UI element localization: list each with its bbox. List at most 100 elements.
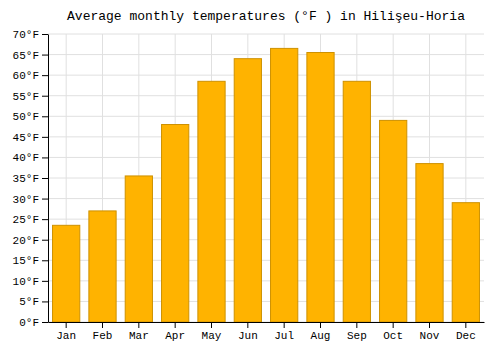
x-tick-label: Mar [129,330,149,342]
y-tick: 20°F [13,235,48,247]
bar [452,203,479,322]
x-tick-label: Dec [456,330,476,342]
x-tick-label: Jan [56,330,76,342]
x-tick-label: Nov [420,330,440,342]
y-axis-line [48,35,49,323]
y-tick-mark [42,55,48,56]
y-tick: 50°F [13,111,48,123]
y-tick-label: 60°F [13,70,39,82]
x-axis-line [49,322,485,323]
y-tick: 60°F [13,70,48,82]
y-tick-mark [42,116,48,117]
bar [380,120,407,322]
y-tick-label: 20°F [13,235,39,247]
chart: Jan Feb Mar Apr May Jun Jul Aug Sep Oct Nov Dec 0°F 5… [0,0,500,350]
y-tick: 0°F [19,317,48,329]
y-tick-mark [42,281,48,282]
grid-line [48,157,484,158]
grid-line [48,136,484,137]
x-tick: Jul [274,322,294,342]
x-tick-mark [465,322,466,328]
y-tick-label: 55°F [13,91,39,103]
bar [198,81,225,322]
y-tick: 15°F [13,255,48,267]
y-tick-mark [42,34,48,35]
x-tick: Sep [347,322,367,342]
y-tick-mark [42,260,48,261]
y-tick-label: 35°F [13,173,39,185]
plot-area: Jan Feb Mar Apr May Jun Jul Aug Sep Oct Nov Dec 0°F 5… [13,29,485,342]
x-tick-mark [175,322,176,328]
y-axis: 0°F 5°F 10°F 15°F 20°F 25°F 30°F 35°F 40°F 45°F 50… [13,29,49,329]
x-tick-label: Apr [165,330,185,342]
y-tick-label: 40°F [13,152,39,164]
bar [53,225,80,322]
x-tick-mark [320,322,321,328]
x-tick-mark [393,322,394,328]
x-tick-mark [247,322,248,328]
grid-line [48,34,484,35]
x-tick: May [202,322,222,342]
bar [416,164,443,322]
x-tick-label: Sep [347,330,367,342]
x-tick-mark [429,322,430,328]
bars [53,48,480,322]
y-tick-mark [42,96,48,97]
y-tick: 55°F [13,91,48,103]
y-tick: 40°F [13,152,48,164]
y-tick: 70°F [13,29,48,41]
y-tick: 65°F [13,50,48,62]
x-tick-label: Jun [238,330,258,342]
grid-line [48,75,484,76]
bar [234,59,261,322]
x-tick: Apr [165,322,185,342]
y-tick: 30°F [13,194,48,206]
y-tick-mark [42,199,48,200]
x-tick: Aug [311,322,331,342]
y-tick-mark [42,240,48,241]
x-tick-mark [211,322,212,328]
grid [48,34,484,322]
bar [343,81,370,322]
y-tick-label: 30°F [13,194,39,206]
bar [89,211,116,322]
y-tick-label: 0°F [19,317,39,329]
grid-line [48,54,484,55]
x-tick-mark [66,322,67,328]
bar [307,53,334,322]
x-tick-mark [356,322,357,328]
bar [125,176,152,322]
x-tick-mark [284,322,285,328]
y-tick-label: 50°F [13,111,39,123]
y-tick: 10°F [13,276,48,288]
x-tick: Jun [238,322,258,342]
x-tick-mark [102,322,103,328]
x-tick: Nov [420,322,440,342]
y-tick-label: 45°F [13,132,39,144]
x-tick: Oct [383,322,403,342]
y-tick-label: 5°F [19,296,39,308]
y-tick-mark [42,301,48,302]
grid-line [48,116,484,117]
y-tick: 45°F [13,132,48,144]
y-tick: 5°F [19,296,48,308]
x-tick-mark [138,322,139,328]
y-tick-label: 25°F [13,214,39,226]
y-tick-mark [42,137,48,138]
title: Average monthly temperatures (°F ) in Hi… [67,9,465,24]
y-tick-label: 10°F [13,276,39,288]
x-tick: Mar [129,322,149,342]
bar [162,125,189,322]
x-tick: Jan [56,322,76,342]
x-tick: Dec [456,322,476,342]
y-tick-mark [42,75,48,76]
x-tick-label: Aug [311,330,331,342]
y-tick-label: 15°F [13,255,39,267]
x-tick-label: Feb [93,330,113,342]
x-axis: Jan Feb Mar Apr May Jun Jul Aug Sep Oct Nov Dec [49,322,485,342]
y-tick-label: 65°F [13,50,39,62]
y-tick-label: 70°F [13,29,39,41]
x-tick: Feb [93,322,113,342]
y-tick: 25°F [13,214,48,226]
bar [271,48,298,322]
